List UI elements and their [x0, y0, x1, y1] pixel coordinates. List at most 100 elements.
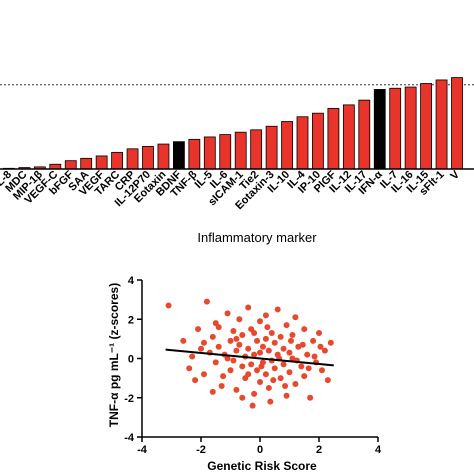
- bar: [435, 79, 448, 170]
- y-tick-label: 4: [128, 275, 135, 287]
- scatter-point: [310, 337, 317, 344]
- scatter-point: [262, 312, 269, 319]
- scatter-point: [215, 343, 222, 350]
- scatter-point: [301, 373, 308, 380]
- scatter-point: [316, 329, 322, 336]
- scatter-point: [305, 365, 312, 372]
- bar: [126, 148, 139, 170]
- scatter-point: [299, 341, 306, 348]
- bar: [327, 108, 340, 170]
- scatter-point: [274, 306, 281, 313]
- bar: [203, 136, 216, 170]
- scatter-point: [220, 373, 227, 380]
- scatter-point: [254, 367, 261, 374]
- x-tick-label: -4: [137, 444, 148, 456]
- scatter-point: [212, 359, 219, 366]
- x-tick-label: 0: [257, 444, 263, 456]
- x-tick-label: 2: [316, 444, 322, 456]
- scatter-point: [262, 335, 269, 342]
- y-tick-label: -2: [124, 393, 134, 405]
- scatter-chart: -4 -2 0 2 4 4 2 0 -2 -4 Genetic Risk Score TNF-α …: [107, 275, 382, 473]
- scatter-point: [311, 353, 318, 360]
- x-tick-label: -2: [196, 444, 206, 456]
- scatter-y-axis-title: TNF-α pg mL⁻¹ (z-scores): [107, 283, 121, 427]
- bar: [172, 141, 185, 170]
- scatter-axes: -4 -2 0 2 4 4 2 0 -2 -4: [124, 275, 382, 456]
- bar: [265, 125, 278, 170]
- scatter-point: [198, 345, 204, 352]
- scatter-point: [227, 337, 234, 344]
- bar: [142, 146, 154, 170]
- scatter-point: [304, 351, 311, 358]
- scatter-point: [224, 310, 231, 317]
- bar: [373, 89, 386, 170]
- scatter-point: [289, 331, 296, 338]
- scatter-point: [283, 322, 290, 329]
- scatter-point: [245, 371, 252, 378]
- scatter-point: [287, 337, 294, 344]
- scatter-points: [165, 298, 334, 409]
- scatter-point: [292, 314, 299, 321]
- regression-line: [165, 348, 334, 367]
- scatter-point: [195, 326, 202, 333]
- bar: [111, 151, 123, 170]
- scatter-point: [307, 394, 314, 401]
- scatter-point: [271, 339, 278, 346]
- scatter-point: [209, 388, 216, 395]
- scatter-point: [233, 347, 240, 354]
- scatter-point: [280, 345, 287, 352]
- scatter-point: [192, 377, 199, 384]
- scatter-point: [327, 339, 334, 346]
- scatter-point: [230, 328, 237, 335]
- scatter-x-axis-title: Genetic Risk Score: [207, 459, 317, 473]
- scatter-point: [265, 347, 272, 354]
- scatter-point: [233, 386, 240, 393]
- scatter-point: [251, 390, 258, 397]
- scatter-point: [264, 324, 271, 331]
- bar: [389, 87, 402, 170]
- bar: [296, 116, 309, 170]
- scatter-point: [257, 349, 263, 356]
- scatter-point: [282, 382, 289, 389]
- scatter-point: [265, 384, 272, 391]
- bar: [64, 160, 77, 170]
- bar: [157, 143, 170, 170]
- scatter-point: [239, 331, 246, 338]
- bar: [451, 77, 463, 170]
- scatter-point: [239, 394, 246, 401]
- scatter-point: [236, 341, 243, 348]
- scatter-point: [262, 371, 269, 378]
- y-tick-label: 0: [128, 354, 134, 366]
- scatter-point: [286, 369, 293, 376]
- scatter-point: [233, 335, 240, 342]
- scatter-point: [180, 337, 187, 344]
- scatter-point: [317, 343, 324, 350]
- scatter-point: [251, 329, 258, 336]
- bar: [420, 83, 433, 170]
- scatter-point: [283, 392, 290, 399]
- scatter-point: [268, 329, 275, 336]
- bar-category-labels: ICAM-1IL-8MDCMIP-1βVEGF-CbFGFSAAVEGFTARC…: [0, 168, 463, 212]
- y-tick-label: 2: [128, 314, 134, 326]
- scatter-point: [218, 382, 225, 389]
- bar: [404, 86, 417, 170]
- scatter-point: [239, 363, 246, 370]
- scatter-point: [254, 337, 261, 344]
- bar: [312, 112, 324, 170]
- scatter-point: [245, 345, 252, 352]
- scatter-point: [267, 398, 274, 405]
- scatter-point: [298, 363, 305, 370]
- scatter-point: [230, 357, 237, 364]
- scatter-point: [271, 365, 278, 372]
- scatter-point: [165, 302, 172, 309]
- scatter-point: [324, 377, 331, 384]
- bar: [281, 121, 293, 170]
- scatter-point: [186, 365, 193, 372]
- bar-series: [3, 77, 463, 170]
- scatter-point: [292, 381, 299, 388]
- scatter-point: [224, 355, 231, 362]
- scatter-point: [321, 347, 328, 354]
- bar: [250, 129, 263, 170]
- scatter-point: [277, 333, 284, 340]
- bar: [234, 131, 247, 170]
